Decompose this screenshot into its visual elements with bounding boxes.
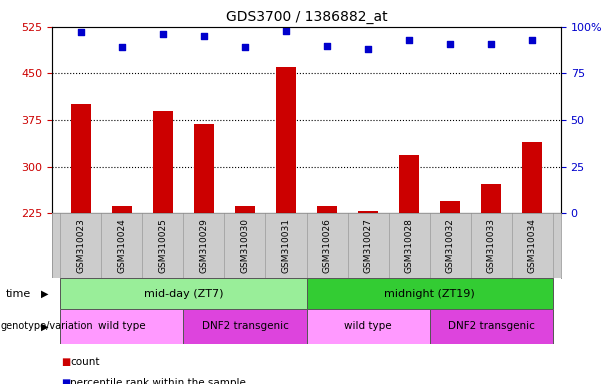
- Text: GSM310026: GSM310026: [322, 218, 332, 273]
- Bar: [183, 309, 306, 344]
- Point: [404, 37, 414, 43]
- Title: GDS3700 / 1386882_at: GDS3700 / 1386882_at: [226, 10, 387, 25]
- Point: [117, 44, 127, 50]
- Text: GSM310027: GSM310027: [364, 218, 373, 273]
- Bar: [306, 309, 430, 344]
- Text: count: count: [70, 357, 100, 367]
- Bar: [522, 142, 543, 213]
- Point: [76, 30, 86, 36]
- Bar: [317, 206, 337, 213]
- Point: [158, 31, 168, 37]
- Bar: [70, 104, 91, 213]
- Point: [322, 43, 332, 49]
- Point: [199, 33, 209, 39]
- Point: [527, 37, 537, 43]
- Point: [445, 41, 455, 47]
- Point: [281, 28, 291, 34]
- Text: midnight (ZT19): midnight (ZT19): [384, 289, 475, 299]
- Text: ■: ■: [61, 378, 70, 384]
- Bar: [358, 211, 378, 213]
- Bar: [235, 206, 255, 213]
- Text: ▶: ▶: [41, 321, 48, 331]
- Bar: [112, 206, 132, 213]
- Text: GSM310032: GSM310032: [446, 218, 455, 273]
- Point: [240, 44, 250, 50]
- Text: GSM310031: GSM310031: [281, 218, 291, 273]
- Bar: [440, 201, 460, 213]
- Bar: [306, 278, 553, 309]
- Text: mid-day (ZT7): mid-day (ZT7): [143, 289, 223, 299]
- Bar: [194, 124, 214, 213]
- Text: wild type: wild type: [98, 321, 146, 331]
- Text: GSM310025: GSM310025: [158, 218, 167, 273]
- Bar: [399, 156, 419, 213]
- Bar: [60, 278, 306, 309]
- Bar: [60, 309, 183, 344]
- Bar: [481, 184, 501, 213]
- Text: GSM310028: GSM310028: [405, 218, 414, 273]
- Bar: [430, 309, 553, 344]
- Bar: [276, 67, 296, 213]
- Text: ■: ■: [61, 357, 70, 367]
- Text: percentile rank within the sample: percentile rank within the sample: [70, 378, 246, 384]
- Point: [363, 46, 373, 52]
- Text: time: time: [6, 289, 31, 299]
- Text: ▶: ▶: [41, 289, 48, 299]
- Text: wild type: wild type: [345, 321, 392, 331]
- Bar: [153, 111, 173, 213]
- Text: DNF2 transgenic: DNF2 transgenic: [202, 321, 288, 331]
- Text: GSM310029: GSM310029: [199, 218, 208, 273]
- Text: DNF2 transgenic: DNF2 transgenic: [447, 321, 535, 331]
- Text: GSM310034: GSM310034: [528, 218, 536, 273]
- Text: GSM310030: GSM310030: [240, 218, 249, 273]
- Text: GSM310024: GSM310024: [117, 218, 126, 273]
- Point: [486, 41, 496, 47]
- Text: genotype/variation: genotype/variation: [1, 321, 93, 331]
- Text: GSM310033: GSM310033: [487, 218, 496, 273]
- Text: GSM310023: GSM310023: [77, 218, 85, 273]
